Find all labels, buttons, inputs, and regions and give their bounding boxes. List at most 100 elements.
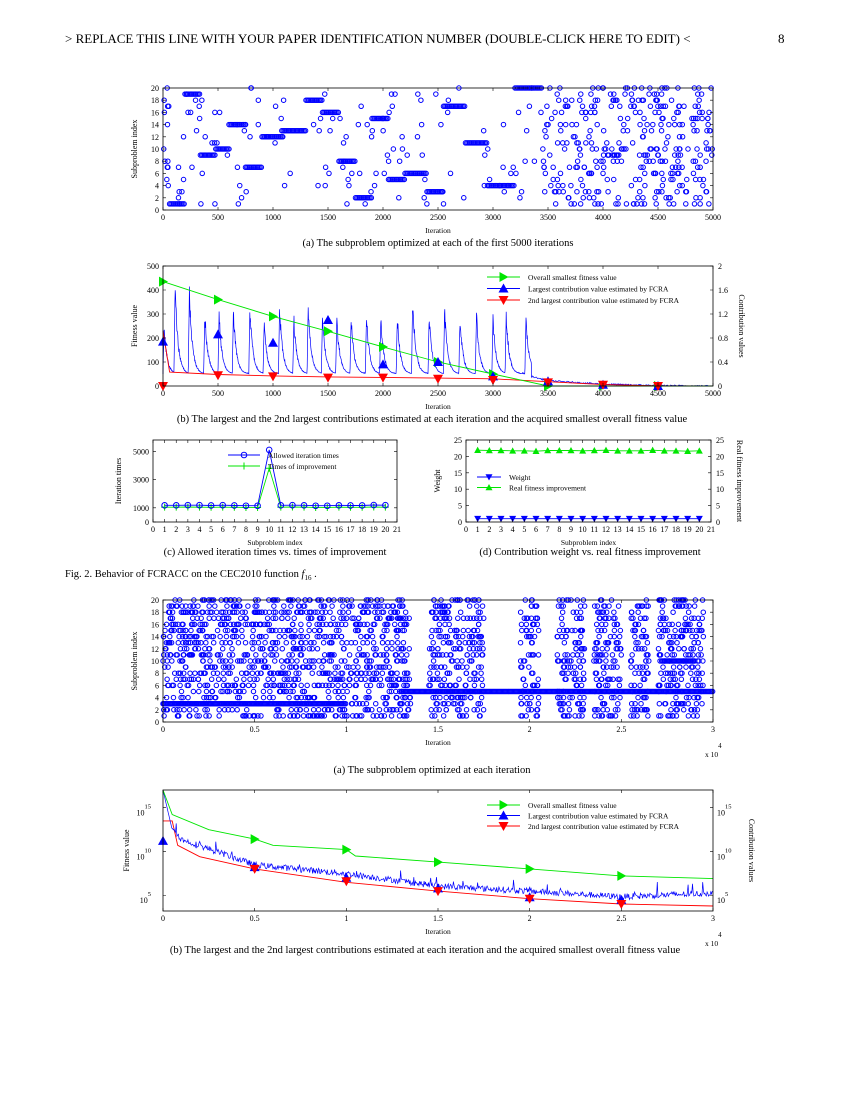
data-point — [278, 609, 285, 615]
x-tick-label: 500 — [212, 389, 224, 398]
data-point — [644, 121, 650, 128]
data-point — [216, 707, 222, 713]
data-point — [518, 188, 525, 195]
data-point — [339, 670, 346, 676]
data-point — [573, 646, 579, 652]
data-point — [659, 603, 666, 609]
data-point — [368, 134, 375, 140]
data-point — [589, 146, 596, 152]
data-point — [240, 682, 246, 689]
data-point — [394, 609, 401, 615]
data-point — [340, 164, 346, 171]
data-point — [628, 615, 634, 622]
data-point — [592, 109, 598, 116]
data-point — [437, 627, 443, 634]
x-tick-label: 12 — [288, 525, 296, 534]
data-point — [692, 176, 699, 183]
data-point — [167, 615, 174, 622]
data-point — [574, 158, 581, 164]
data-point — [697, 646, 704, 652]
data-point — [564, 140, 570, 146]
tick-exponent: 10 — [725, 847, 732, 854]
data-point — [643, 707, 649, 713]
data-point — [635, 609, 641, 615]
y-right-tick-label: 0 — [716, 518, 720, 527]
data-point — [282, 633, 288, 640]
data-point — [222, 627, 229, 634]
data-point — [320, 639, 327, 646]
y-tick-label: 1000 — [133, 504, 149, 513]
data-point — [229, 652, 236, 658]
y-tick-label: 400 — [147, 286, 159, 295]
data-point — [432, 652, 438, 658]
data-point — [436, 633, 442, 640]
data-point — [311, 639, 317, 646]
data-point — [280, 700, 286, 707]
data-point — [659, 609, 665, 615]
data-point — [662, 670, 669, 676]
data-point — [364, 121, 370, 128]
x-tick-label: 2 — [528, 914, 532, 923]
series-marker — [524, 894, 535, 904]
series-markers-1 — [474, 446, 703, 454]
data-point — [235, 621, 241, 628]
data-point — [231, 682, 238, 689]
data-point — [606, 713, 612, 719]
data-point — [500, 121, 507, 128]
y-tick-label: 18 — [151, 608, 159, 617]
data-point — [211, 140, 218, 146]
data-point — [561, 639, 568, 646]
y-tick-label: 6 — [155, 169, 159, 178]
data-point — [306, 621, 312, 628]
data-point — [474, 603, 480, 609]
legend-label: Times of improvement — [268, 462, 337, 471]
data-point — [175, 713, 181, 719]
y-right-tick-label: 0.4 — [718, 358, 728, 367]
data-point — [641, 646, 648, 652]
data-point — [343, 615, 350, 622]
data-point — [586, 170, 592, 177]
x-tick-label: 4500 — [650, 389, 666, 398]
data-point — [643, 158, 650, 164]
data-point — [291, 682, 297, 689]
x-tick-label: 3500 — [540, 213, 556, 222]
data-point — [643, 664, 650, 670]
data-point — [242, 621, 248, 628]
data-point — [177, 658, 183, 664]
data-point — [458, 700, 465, 707]
x-tick-label: 7 — [232, 525, 236, 534]
data-point — [308, 609, 314, 615]
data-point — [662, 158, 669, 164]
data-point — [433, 664, 440, 670]
series-marker — [525, 863, 535, 874]
data-point — [476, 646, 483, 652]
data-point — [480, 707, 487, 713]
data-point — [528, 603, 535, 609]
data-point — [288, 707, 294, 713]
data-point — [457, 609, 464, 615]
data-point — [161, 97, 167, 103]
data-point — [214, 670, 221, 676]
data-point — [203, 639, 209, 646]
data-point — [204, 707, 210, 713]
data-point — [433, 615, 440, 622]
data-point — [224, 603, 230, 609]
y-tick-label: 4 — [155, 694, 159, 703]
data-point — [674, 688, 681, 695]
data-point — [591, 195, 597, 201]
data-point — [325, 688, 331, 695]
data-point — [645, 713, 651, 719]
data-point — [272, 615, 279, 622]
data-point — [692, 682, 699, 689]
data-point — [437, 603, 443, 609]
data-point — [192, 646, 199, 652]
data-point — [387, 707, 393, 713]
data-point — [666, 201, 672, 207]
data-point — [166, 639, 172, 646]
data-point — [671, 670, 678, 676]
data-point — [578, 633, 584, 640]
data-point — [380, 664, 386, 670]
data-point — [675, 158, 681, 164]
data-point — [470, 627, 477, 634]
data-point — [392, 91, 398, 97]
